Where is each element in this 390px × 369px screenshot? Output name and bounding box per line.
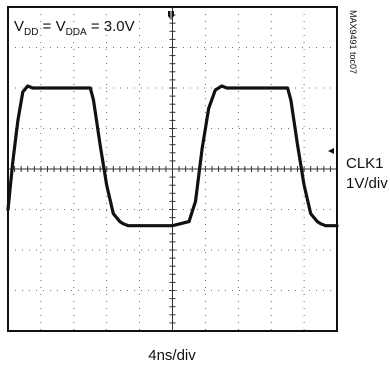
title-sub-dd: DD — [24, 27, 38, 38]
graticule — [7, 6, 338, 332]
title-rest: = 3.0V — [87, 18, 135, 35]
chart-title: VDD = VDDA = 3.0V — [14, 18, 135, 38]
figure-watermark: MAX9491 toc07 — [348, 10, 358, 74]
plot-frame — [7, 6, 338, 332]
trigger-level-marker — [328, 148, 334, 154]
vertical-scale-label: 1V/div — [346, 175, 388, 192]
title-sub-dda: DDA — [66, 27, 87, 38]
trigger-markers — [168, 10, 334, 154]
clk1-waveform — [6, 84, 339, 228]
center-axis-ticks — [7, 6, 338, 332]
channel-label: CLK1 — [346, 155, 384, 172]
title-eq-v: = V — [38, 18, 65, 35]
title-v-dd: V — [14, 18, 24, 35]
horizontal-scale-label: 4ns/div — [148, 347, 196, 364]
